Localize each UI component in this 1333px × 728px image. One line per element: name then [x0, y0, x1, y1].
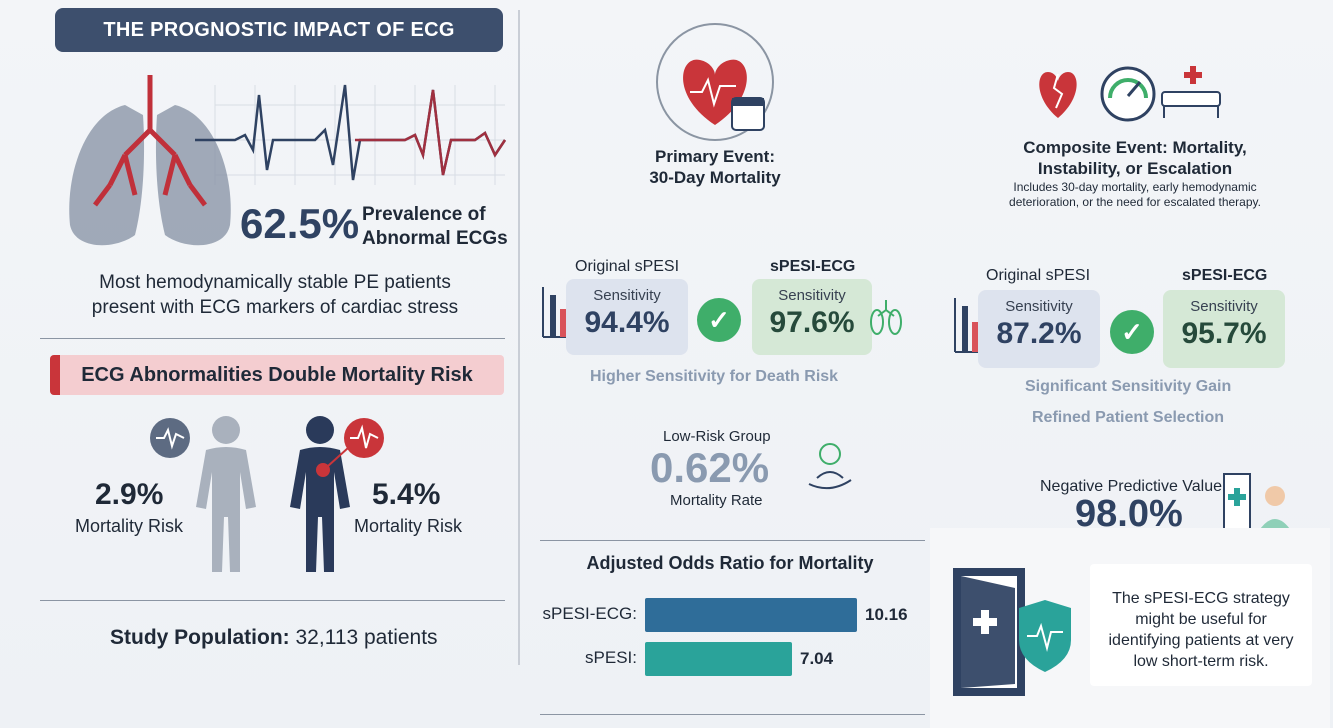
check-icon: ✓ [697, 298, 741, 342]
normal-risk-value: 2.9% [95, 478, 164, 511]
hospital-bed-icon [1161, 91, 1221, 107]
primary-event-title: Primary Event: 30-Day Mortality [620, 146, 810, 188]
conclusion-line2: might be useful for [1135, 611, 1267, 628]
divider [40, 338, 505, 339]
composite-original-label: Original sPESI [986, 267, 1091, 284]
sensitivity-label: Sensitivity [593, 287, 661, 304]
composite-new-card: Sensitivity 95.7% [1163, 290, 1285, 368]
primary-new-label: sPESI-ECG [770, 258, 856, 275]
sensitivity-label: Sensitivity [1005, 298, 1073, 315]
prevalence-note-line2: present with ECG markers of cardiac stre… [91, 297, 459, 318]
study-population-value: 32,113 patients [295, 626, 438, 649]
divider [540, 540, 925, 541]
composite-event-title-line2: Instability, or Escalation [1037, 159, 1233, 178]
sensitivity-label: Sensitivity [778, 287, 846, 304]
composite-event-desc-line1: Includes 30-day mortality, early hemodyn… [1013, 180, 1257, 194]
prevalence-note: Most hemodynamically stable PE patients … [40, 270, 510, 320]
study-population-label: Study Population: [110, 626, 290, 649]
bar-value-label: 10.16 [865, 605, 908, 624]
prevalence-label-line2: Abnormal ECGs [362, 228, 508, 249]
conclusion-line3: identifying patients at very [1108, 632, 1294, 649]
composite-caption-gain: Significant Sensitivity Gain [1025, 378, 1232, 395]
composite-new-label: sPESI-ECG [1182, 267, 1268, 284]
low-risk-value: 0.62% [650, 444, 770, 491]
prevalence-label: Prevalence of Abnormal ECGs [362, 203, 508, 251]
composite-event-desc: Includes 30-day mortality, early hemodyn… [980, 180, 1290, 210]
broken-heart-icon [1039, 72, 1077, 118]
divider [40, 600, 505, 601]
lungs-icon [870, 300, 902, 335]
primary-event-title-line1: Primary Event: [655, 147, 775, 166]
divider [540, 714, 925, 715]
composite-event-title-line1: Composite Event: Mortality, [1023, 138, 1247, 157]
heart-calendar-icon [656, 23, 774, 141]
sensitivity-value: 95.7% [1181, 317, 1267, 350]
doctor-door-icon [1223, 473, 1292, 532]
composite-caption-selection: Refined Patient Selection [1032, 409, 1225, 426]
bar-category-label: sPESI-ECG: [542, 604, 637, 623]
column-divider [518, 10, 520, 665]
composite-icons [1039, 66, 1221, 122]
mortality-banner: ECG Abnormalities Double Mortality Risk [50, 355, 504, 395]
primary-event-title-line2: 30-Day Mortality [649, 168, 781, 187]
sensitivity-value: 87.2% [996, 317, 1082, 350]
conclusion-box: The sPESI-ECG strategy might be useful f… [1090, 564, 1312, 686]
prevalence-note-line1: Most hemodynamically stable PE patients [99, 272, 451, 293]
primary-original-label: Original sPESI [575, 258, 680, 275]
primary-new-card: Sensitivity 97.6% [752, 279, 872, 355]
exit-door-shield-icon [953, 568, 1071, 696]
prevalence-value: 62.5% [240, 200, 360, 247]
mortality-banner-text: ECG Abnormalities Double Mortality Risk [81, 363, 473, 386]
check-icon: ✓ [1110, 310, 1154, 354]
low-risk-label: Mortality Rate [670, 492, 763, 509]
patient-hand-icon [808, 443, 852, 490]
composite-event-title: Composite Event: Mortality, Instability,… [990, 137, 1280, 179]
primary-caption: Higher Sensitivity for Death Risk [590, 368, 839, 385]
bar [645, 642, 792, 676]
low-risk-title: Low-Risk Group [663, 428, 771, 445]
npv-label: Negative Predictive Value [1040, 478, 1223, 495]
bar-category-label: sPESI: [585, 648, 637, 667]
study-population: Study Population: 32,113 patients [110, 626, 438, 650]
abnormal-risk-value: 5.4% [372, 478, 441, 511]
page-title: THE PROGNOSTIC IMPACT OF ECG [55, 8, 503, 52]
composite-event-desc-line2: deterioration, or the need for escalated… [1009, 195, 1261, 209]
sensitivity-value: 97.6% [769, 306, 855, 339]
banner-accent [50, 355, 60, 395]
sensitivity-label: Sensitivity [1190, 298, 1258, 315]
lungs-ecg-illustration [69, 75, 507, 246]
primary-original-card: Sensitivity 94.4% [566, 279, 688, 355]
bar [645, 598, 857, 632]
normal-risk-label: Mortality Risk [75, 516, 184, 536]
composite-original-card: Sensitivity 87.2% [978, 290, 1100, 368]
odds-ratio-title: Adjusted Odds Ratio for Mortality [586, 553, 874, 573]
abnormal-risk-label: Mortality Risk [354, 516, 463, 536]
sensitivity-value: 94.4% [584, 306, 670, 339]
conclusion-line4: low short-term risk. [1133, 653, 1269, 670]
odds-ratio-chart: sPESI-ECG: 10.16 sPESI: 7.04 [540, 590, 920, 690]
conclusion-line1: The sPESI-ECG strategy [1112, 590, 1290, 607]
prevalence-label-line1: Prevalence of [362, 204, 486, 225]
patient-figures [150, 416, 384, 572]
bar-value-label: 7.04 [800, 649, 834, 668]
